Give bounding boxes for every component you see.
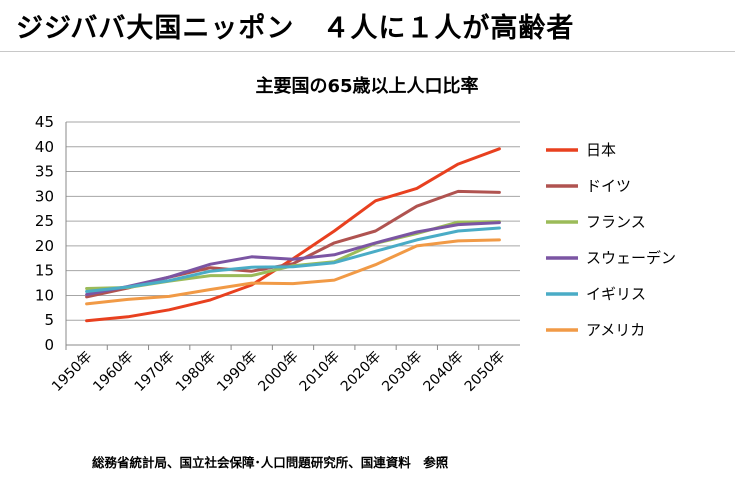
series-line-5	[85, 238, 501, 306]
legend-label: ドイツ	[586, 177, 631, 195]
series-line-2	[85, 220, 501, 290]
y-tick-label: 40	[35, 138, 54, 156]
x-tick-label: 2000年	[255, 349, 301, 395]
x-tick-label: 1970年	[132, 349, 178, 395]
y-tick-label: 20	[35, 237, 54, 255]
y-tick-label: 0	[44, 336, 54, 354]
y-tick-label: 30	[35, 187, 54, 205]
y-tick-label: 5	[44, 311, 54, 329]
chart-title: 主要国の65歳以上人口比率	[255, 75, 478, 97]
x-tick-label: 2030年	[379, 349, 425, 395]
y-tick-label: 45	[35, 113, 54, 131]
series-line-4	[85, 226, 501, 293]
x-tick-label: 1980年	[173, 349, 219, 395]
legend-label: スウェーデン	[586, 249, 676, 267]
x-tick-label: 2050年	[462, 349, 508, 395]
legend-label: 日本	[586, 141, 616, 159]
y-tick-label: 15	[35, 262, 54, 280]
legend-label: アメリカ	[586, 321, 645, 339]
legend-label: フランス	[586, 213, 646, 231]
series-lines	[85, 147, 501, 323]
x-tick-label: 1990年	[214, 349, 260, 395]
x-tick-label: 2010年	[297, 349, 343, 395]
x-tick-label: 2020年	[338, 349, 384, 395]
series-line-3	[85, 221, 501, 296]
x-axis: 1950年1960年1970年1980年1990年2000年2010年2020年…	[49, 345, 508, 395]
y-axis: 0 5 10 15 20 25 30 35 40 45	[35, 113, 54, 354]
x-tick-label: 1950年	[49, 349, 95, 395]
legend-label: イギリス	[586, 285, 646, 303]
y-tick-label: 25	[35, 212, 54, 230]
x-tick-label: 2040年	[421, 349, 467, 395]
source-note: 総務省統計局、国立社会保障･人口問題研究所、国連資料 参照	[92, 455, 449, 470]
header-divider	[0, 51, 735, 52]
y-tick-label: 35	[35, 163, 54, 181]
y-tick-label: 10	[35, 286, 54, 304]
page-title: ジジババ大国ニッポン ４人に１人が高齢者	[16, 13, 575, 44]
x-tick-label: 1960年	[90, 349, 136, 395]
